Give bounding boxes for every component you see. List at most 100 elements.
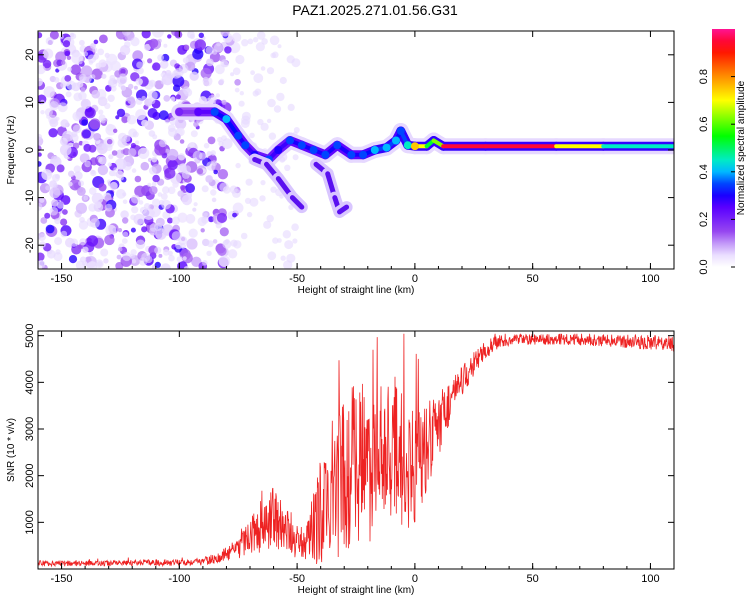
spectrum-haze — [219, 182, 229, 192]
spectrum-blob — [81, 119, 88, 126]
spectrum-blob — [158, 110, 169, 121]
spectrum-blob — [203, 76, 209, 83]
spectrum-blob — [108, 154, 114, 160]
spectrum-blob — [122, 217, 129, 224]
y-tick-label: 3000 — [24, 417, 36, 441]
spectrum-haze — [128, 128, 138, 138]
spectrum-haze — [201, 185, 209, 193]
spectrum-blob — [148, 38, 159, 48]
spectrum-haze — [84, 160, 91, 168]
spectrum-blob — [56, 59, 63, 67]
chart-title: PAZ1.2025.271.01.56.G31 — [292, 2, 458, 18]
spectrum-blob — [234, 79, 241, 86]
spectrum-haze — [203, 142, 210, 149]
spectrum-blob — [185, 183, 196, 194]
spectrum-haze — [70, 33, 77, 40]
spectrum-haze — [148, 166, 157, 175]
spectrum-blob — [76, 186, 86, 196]
spectrum-haze — [272, 237, 279, 244]
spectrum-haze — [284, 164, 291, 171]
spectrum-blob — [194, 39, 206, 51]
spectrum-haze — [287, 103, 295, 111]
ridge-point — [347, 150, 356, 159]
spectrum-blob — [77, 81, 84, 88]
spectrum-haze — [202, 260, 208, 266]
spectrum-haze — [276, 92, 285, 102]
spectrum-haze — [240, 119, 250, 128]
spectrum-haze — [221, 135, 227, 142]
colorbar-tick-label: 0.0 — [698, 259, 710, 274]
ridge-point — [403, 141, 412, 150]
spectrum-haze — [239, 91, 244, 96]
spectrum-haze — [220, 59, 229, 68]
spectrum-blob — [98, 183, 107, 192]
spectrum-haze — [238, 100, 245, 107]
spectrum-haze — [250, 70, 256, 76]
spectrum-blob — [213, 169, 218, 175]
spectrum-haze — [203, 212, 208, 217]
spectrum-haze — [157, 54, 165, 62]
spectrum-haze — [263, 220, 272, 229]
spectrum-haze — [44, 108, 53, 117]
spectrum-haze — [178, 236, 188, 245]
spectrum-blob — [134, 175, 142, 183]
spectrum-blob — [60, 119, 69, 128]
spectrum-blob — [62, 40, 71, 48]
spectrum-haze — [166, 72, 173, 79]
spectrum-haze — [168, 127, 178, 137]
spectrum-blob — [211, 197, 217, 203]
spectrum-blob — [110, 60, 121, 72]
colorbar-tick-label: 0.8 — [698, 69, 710, 84]
spectrum-blob — [104, 234, 115, 246]
spectrum-haze — [157, 192, 163, 197]
spectrum-blob — [117, 246, 123, 252]
spectrum-haze — [122, 199, 128, 205]
spectrum-haze — [89, 218, 100, 229]
spectrum-haze — [54, 218, 61, 225]
spectrum-blob — [45, 224, 55, 234]
spectrum-blob — [200, 67, 212, 79]
spectrum-blob — [175, 94, 181, 100]
spectrum-haze — [88, 60, 94, 65]
spectrum-haze — [113, 167, 118, 172]
spectrum-blob — [144, 43, 151, 51]
spectrum-haze — [158, 199, 165, 206]
spectrum-haze — [90, 169, 96, 175]
ridge-point — [210, 107, 219, 116]
spectrum-haze — [118, 83, 123, 88]
spectrum-haze — [65, 91, 72, 98]
spectrum-blob — [60, 218, 68, 226]
spectrum-blob — [80, 98, 91, 109]
spectrum-blob — [117, 228, 123, 233]
spectrum-haze — [122, 251, 132, 262]
ridge-point — [321, 150, 330, 159]
spectrum-haze — [40, 110, 45, 115]
spectrum-blob — [182, 252, 193, 264]
spectrum-blob — [151, 156, 158, 163]
spectrum-blob — [46, 249, 56, 259]
spectrum-haze — [188, 228, 198, 238]
spectrum-blob — [147, 58, 153, 64]
spectrum-haze — [56, 201, 65, 209]
spectrum-haze — [184, 88, 193, 97]
spectrum-blob — [107, 94, 115, 103]
spectrum-haze — [53, 77, 60, 83]
spectrum-haze — [119, 175, 124, 181]
x-tick-label: 100 — [641, 573, 659, 585]
spectrum-blob — [132, 50, 144, 62]
spectrum-blob — [64, 50, 71, 57]
spectrum-blob — [159, 60, 169, 69]
spectrum-blob — [106, 123, 114, 132]
spectrum-haze — [235, 54, 245, 65]
spectrum-blob — [77, 244, 83, 250]
spectrum-haze — [222, 239, 232, 249]
spectrum-blob — [128, 83, 134, 90]
y-tick-label: 5000 — [24, 323, 36, 347]
spectrum-haze — [135, 239, 146, 250]
spectrum-haze — [73, 165, 82, 173]
spectrum-haze — [169, 117, 178, 126]
x-tick-label: -100 — [168, 573, 190, 585]
spectrum-blob — [167, 186, 176, 195]
spectrum-haze — [136, 61, 144, 69]
spectrum-haze — [78, 180, 85, 187]
